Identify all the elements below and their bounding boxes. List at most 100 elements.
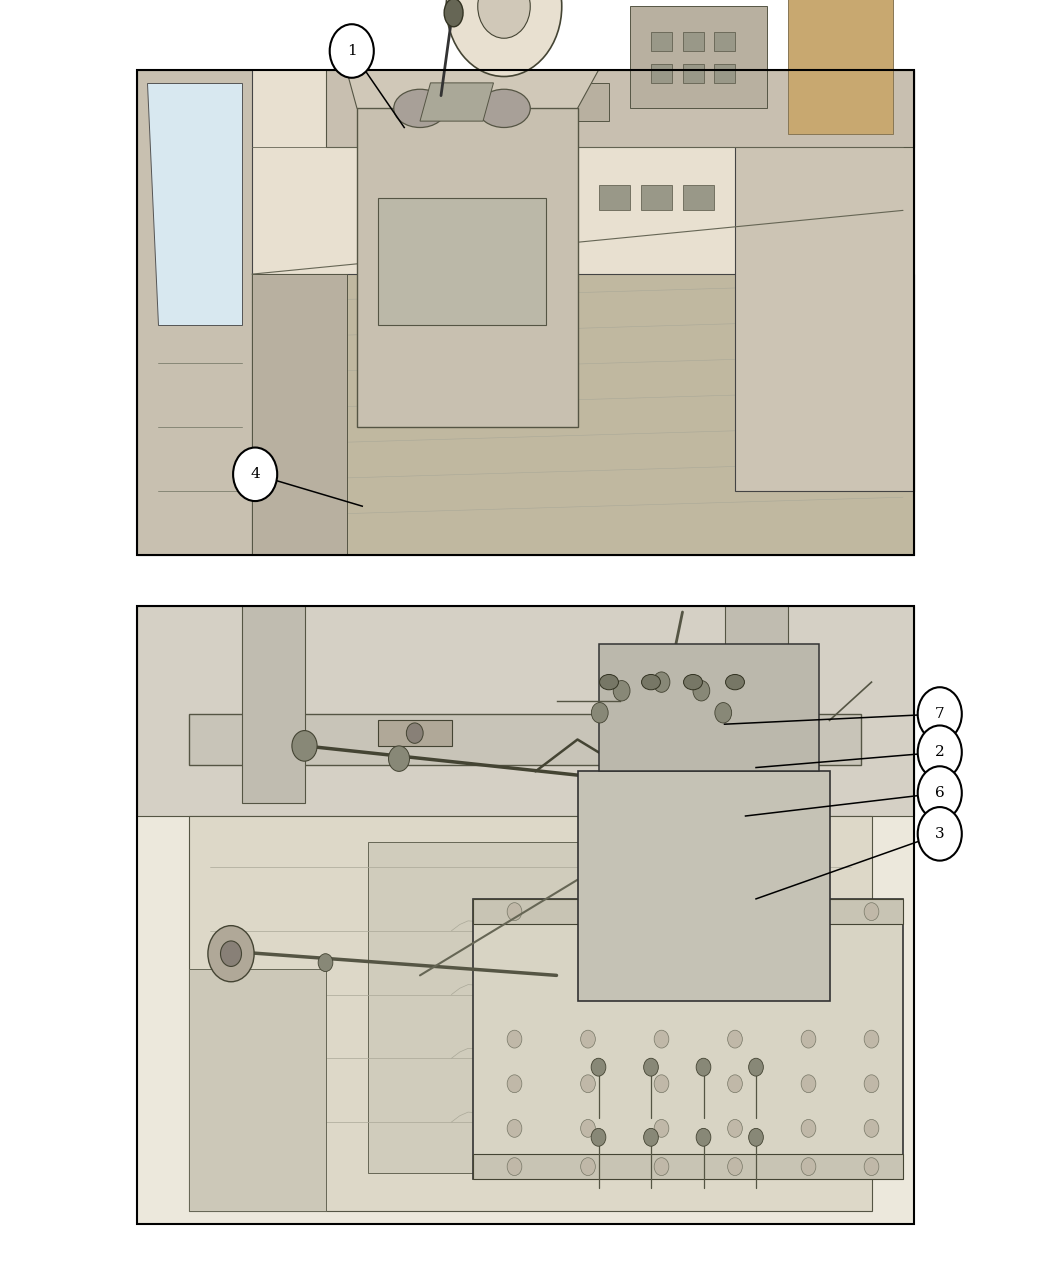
Circle shape xyxy=(918,725,962,779)
Polygon shape xyxy=(252,274,346,555)
Circle shape xyxy=(406,723,423,743)
Circle shape xyxy=(653,672,670,692)
Polygon shape xyxy=(788,0,892,134)
FancyBboxPatch shape xyxy=(136,606,914,1224)
Circle shape xyxy=(613,681,630,701)
Circle shape xyxy=(696,1128,711,1146)
Circle shape xyxy=(654,1030,669,1048)
Circle shape xyxy=(801,903,816,921)
Circle shape xyxy=(388,746,410,771)
Circle shape xyxy=(728,1119,742,1137)
Circle shape xyxy=(591,1128,606,1146)
Circle shape xyxy=(581,1030,595,1048)
Polygon shape xyxy=(252,274,914,555)
FancyBboxPatch shape xyxy=(682,64,704,83)
FancyBboxPatch shape xyxy=(714,32,735,51)
Circle shape xyxy=(801,1075,816,1093)
Circle shape xyxy=(208,926,254,982)
Circle shape xyxy=(918,807,962,861)
Circle shape xyxy=(654,1075,669,1093)
FancyBboxPatch shape xyxy=(714,64,735,83)
Polygon shape xyxy=(399,83,609,121)
FancyBboxPatch shape xyxy=(630,6,766,108)
Polygon shape xyxy=(472,899,903,1179)
Circle shape xyxy=(728,1075,742,1093)
Polygon shape xyxy=(189,714,861,765)
Circle shape xyxy=(318,954,333,972)
Polygon shape xyxy=(472,1154,903,1179)
Polygon shape xyxy=(346,70,598,108)
Text: 7: 7 xyxy=(934,708,945,720)
Text: 4: 4 xyxy=(250,468,260,481)
Circle shape xyxy=(654,903,669,921)
Circle shape xyxy=(728,1158,742,1176)
Circle shape xyxy=(220,941,242,966)
Circle shape xyxy=(330,24,374,78)
FancyBboxPatch shape xyxy=(682,32,704,51)
Polygon shape xyxy=(724,606,788,803)
Polygon shape xyxy=(420,83,493,121)
Polygon shape xyxy=(189,816,871,1211)
Circle shape xyxy=(864,1075,879,1093)
Circle shape xyxy=(918,687,962,741)
Circle shape xyxy=(507,1119,522,1137)
Text: 2: 2 xyxy=(934,746,945,759)
Circle shape xyxy=(233,448,277,501)
Circle shape xyxy=(581,903,595,921)
Circle shape xyxy=(801,1119,816,1137)
Ellipse shape xyxy=(444,0,463,27)
Circle shape xyxy=(728,903,742,921)
Polygon shape xyxy=(578,771,830,1001)
FancyBboxPatch shape xyxy=(598,185,630,210)
Ellipse shape xyxy=(642,674,660,690)
Circle shape xyxy=(693,681,710,701)
Circle shape xyxy=(654,1119,669,1137)
Polygon shape xyxy=(147,83,242,325)
Circle shape xyxy=(749,1128,763,1146)
Polygon shape xyxy=(378,720,452,746)
FancyBboxPatch shape xyxy=(682,185,714,210)
Circle shape xyxy=(644,1128,658,1146)
Circle shape xyxy=(864,1158,879,1176)
Text: 1: 1 xyxy=(346,45,357,57)
Ellipse shape xyxy=(600,674,618,690)
Circle shape xyxy=(918,766,962,820)
Polygon shape xyxy=(136,606,914,816)
Polygon shape xyxy=(598,644,819,771)
FancyBboxPatch shape xyxy=(651,32,672,51)
Circle shape xyxy=(654,1158,669,1176)
Circle shape xyxy=(507,1075,522,1093)
Ellipse shape xyxy=(394,89,446,128)
Circle shape xyxy=(749,1058,763,1076)
Circle shape xyxy=(801,1030,816,1048)
Circle shape xyxy=(864,1030,879,1048)
Circle shape xyxy=(591,1058,606,1076)
Circle shape xyxy=(507,903,522,921)
Circle shape xyxy=(864,1119,879,1137)
Circle shape xyxy=(591,703,608,723)
Polygon shape xyxy=(189,969,326,1211)
Polygon shape xyxy=(357,108,578,427)
Circle shape xyxy=(478,0,530,38)
Polygon shape xyxy=(368,842,746,1173)
Text: 6: 6 xyxy=(934,787,945,799)
FancyBboxPatch shape xyxy=(651,64,672,83)
Circle shape xyxy=(581,1075,595,1093)
Polygon shape xyxy=(136,70,252,555)
Polygon shape xyxy=(242,606,304,803)
Circle shape xyxy=(864,903,879,921)
Circle shape xyxy=(728,1030,742,1048)
Circle shape xyxy=(696,1058,711,1076)
Circle shape xyxy=(581,1158,595,1176)
Circle shape xyxy=(801,1158,816,1176)
Ellipse shape xyxy=(684,674,702,690)
Ellipse shape xyxy=(726,674,744,690)
FancyBboxPatch shape xyxy=(378,198,546,325)
FancyBboxPatch shape xyxy=(640,185,672,210)
Text: 3: 3 xyxy=(934,827,945,840)
Circle shape xyxy=(446,0,562,76)
Polygon shape xyxy=(735,70,914,491)
Polygon shape xyxy=(326,70,914,147)
Circle shape xyxy=(644,1058,658,1076)
Circle shape xyxy=(581,1119,595,1137)
